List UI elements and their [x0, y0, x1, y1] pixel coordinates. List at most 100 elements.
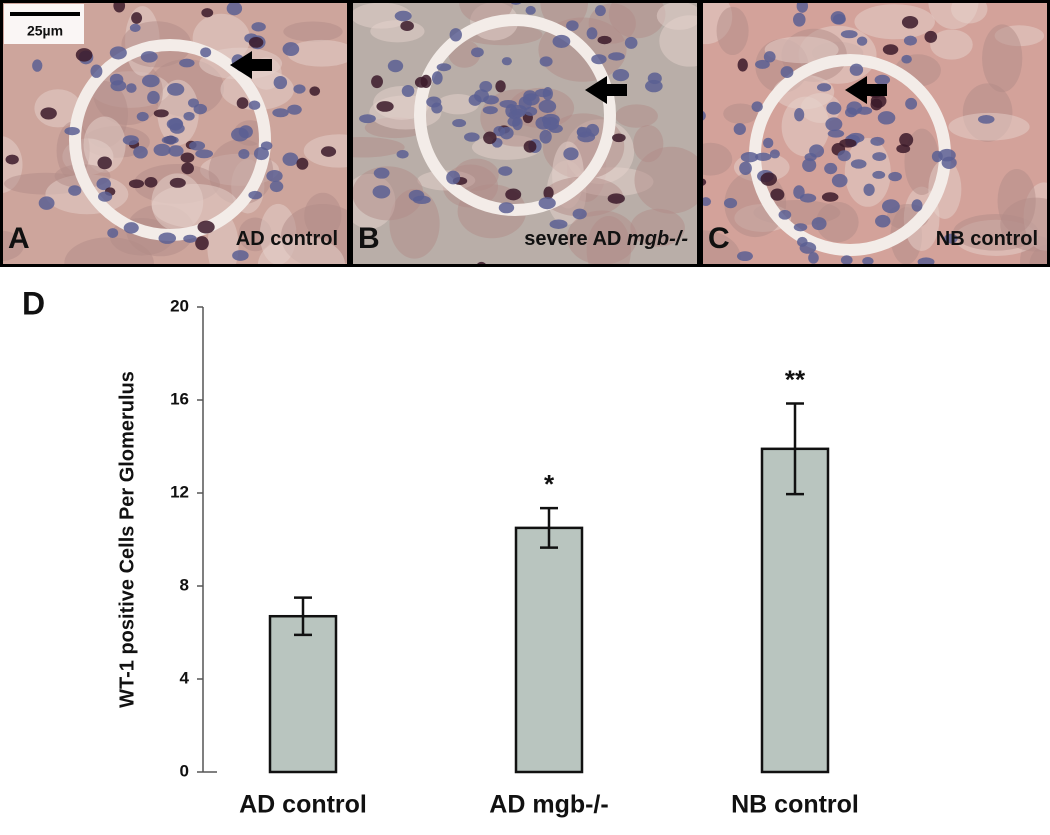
nucleus: [512, 116, 523, 131]
panel-label: AD control: [236, 228, 338, 250]
panel-label: NB control: [936, 228, 1038, 250]
nucleus: [923, 269, 935, 281]
tissue-patch: [157, 79, 199, 146]
arrow: [230, 51, 272, 79]
nucleus: [501, 57, 512, 66]
bar: [514, 526, 584, 774]
nucleus: [525, 5, 536, 15]
nucleus: [811, 217, 827, 231]
panel-label: severe AD mgb-/-: [524, 228, 688, 250]
y-tick-label: 12: [170, 482, 189, 501]
nucleus: [483, 131, 497, 145]
nucleus: [248, 190, 263, 200]
nucleus: [608, 52, 625, 61]
tissue-patch: [950, 0, 988, 24]
nucleus: [136, 111, 149, 122]
nucleus: [251, 22, 266, 32]
nucleus: [755, 59, 770, 69]
tissue-patch: [151, 173, 204, 231]
nucleus: [877, 111, 896, 125]
nucleus: [226, 1, 243, 16]
nucleus: [420, 74, 432, 88]
nucleus: [141, 74, 160, 88]
y-tick-label: 4: [180, 668, 190, 687]
nucleus: [113, 0, 126, 13]
nucleus: [195, 149, 214, 159]
nucleus: [733, 123, 746, 136]
nucleus: [723, 197, 738, 209]
bar: [760, 447, 830, 774]
nucleus: [740, 152, 759, 163]
nucleus: [168, 145, 184, 157]
nucleus: [446, 170, 461, 185]
nucleus: [159, 276, 174, 287]
nucleus: [837, 150, 851, 162]
tissue-patch: [930, 29, 973, 60]
nucleus: [824, 162, 838, 175]
panel-letter: C: [708, 222, 730, 255]
panel-border: [0, 0, 350, 267]
nucleus: [248, 100, 261, 110]
nucleus: [483, 95, 499, 105]
y-tick-label: 8: [180, 575, 189, 594]
tissue-patch: [287, 39, 350, 67]
nucleus: [901, 15, 919, 29]
nucleus: [475, 261, 488, 267]
nucleus: [586, 27, 598, 40]
tissue-patch: [764, 36, 839, 64]
nucleus: [123, 222, 139, 234]
nucleus: [888, 171, 902, 182]
panel-label-text: NB control: [936, 228, 1038, 250]
nucleus: [935, 280, 947, 291]
nucleus: [524, 106, 538, 116]
nucleus: [498, 202, 515, 214]
nucleus: [320, 146, 337, 157]
nucleus: [394, 10, 412, 22]
nucleus: [802, 158, 817, 172]
nucleus: [850, 159, 867, 169]
nucleus: [309, 86, 321, 96]
nucleus: [760, 172, 777, 186]
nucleus: [511, 109, 526, 118]
nucleus: [862, 257, 874, 266]
nucleus: [539, 56, 553, 67]
error-bar: [786, 402, 804, 496]
nucleus: [238, 125, 253, 139]
nucleus: [38, 196, 55, 210]
tissue-patch: [586, 216, 631, 267]
nucleus: [201, 8, 214, 18]
tissue-patch: [816, 201, 859, 243]
nucleus: [840, 255, 853, 265]
nucleus: [169, 177, 186, 188]
nucleus: [881, 199, 900, 214]
nucleus: [396, 150, 409, 159]
nucleus: [401, 84, 415, 98]
nucleus: [126, 83, 137, 93]
panel-letter: A: [8, 222, 30, 255]
nucleus: [543, 186, 554, 200]
nucleus: [875, 214, 891, 228]
nucleus: [107, 228, 119, 238]
glomerulus-capsule: [414, 14, 616, 216]
nucleus: [436, 63, 452, 72]
panel-label-italic: mgb-/-: [627, 228, 688, 250]
nucleus: [183, 111, 195, 121]
nucleus: [736, 251, 753, 262]
nucleus: [373, 167, 390, 179]
tissue-patch: [700, 142, 733, 176]
nucleus: [826, 101, 842, 115]
nucleus: [140, 51, 158, 63]
micrograph: A AD control: [0, 0, 350, 287]
scale-bar-box: [4, 4, 84, 44]
y-tick-label: 20: [170, 296, 189, 315]
tissue-patch: [716, 6, 749, 56]
nucleus: [543, 117, 559, 131]
nucleus: [523, 140, 537, 153]
nucleus: [183, 234, 197, 243]
nucleus: [780, 66, 794, 79]
nucleus: [32, 59, 43, 72]
nucleus: [272, 108, 289, 118]
tissue-patch: [437, 94, 479, 115]
nucleus: [273, 75, 288, 90]
